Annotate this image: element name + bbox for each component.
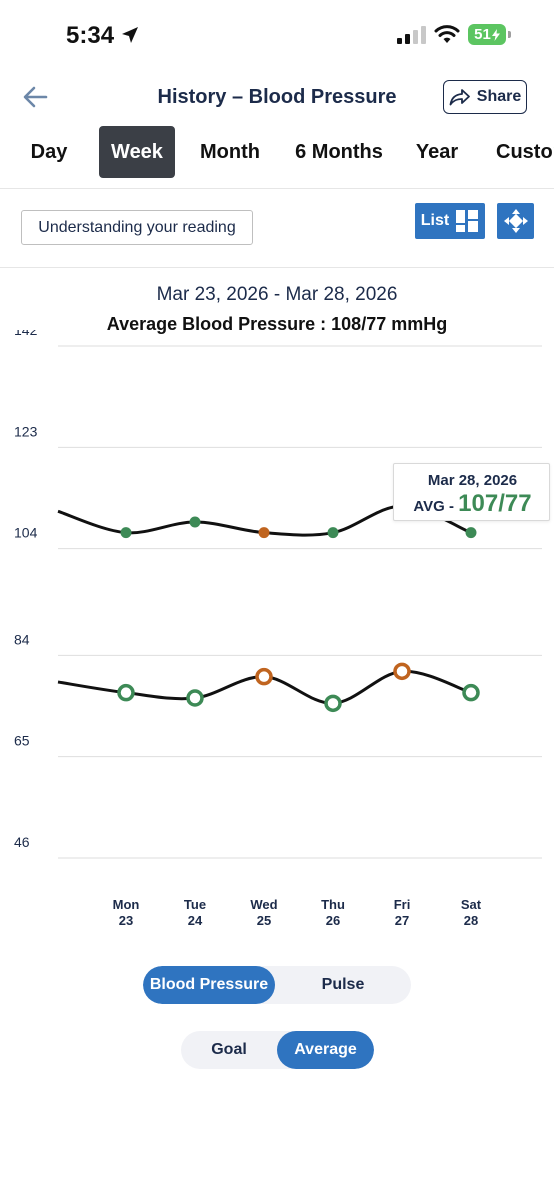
battery-icon: 51 bbox=[468, 24, 511, 45]
data-point bbox=[462, 683, 480, 702]
data-point bbox=[189, 516, 201, 528]
share-label: Share bbox=[476, 88, 522, 105]
y-tick-label: 65 bbox=[14, 733, 30, 749]
tab-month[interactable]: Month bbox=[193, 126, 267, 178]
wifi-icon bbox=[434, 25, 460, 43]
fullscreen-move-button[interactable] bbox=[497, 203, 534, 239]
tab-year[interactable]: Year bbox=[408, 126, 466, 178]
charging-bolt-icon bbox=[491, 28, 500, 41]
data-point bbox=[258, 527, 270, 539]
back-button[interactable] bbox=[22, 84, 52, 112]
list-view-button[interactable]: List bbox=[415, 203, 485, 239]
x-tick-day: Sat bbox=[461, 897, 482, 912]
understanding-reading-button[interactable]: Understanding your reading bbox=[21, 210, 253, 245]
x-tick-day: Thu bbox=[321, 897, 345, 912]
status-time: 5:34 bbox=[66, 22, 139, 50]
tab-month-label: Month bbox=[200, 140, 260, 163]
move-arrows-icon bbox=[503, 209, 528, 233]
x-tick-day: Fri bbox=[394, 897, 411, 912]
tooltip-value: 107/77 bbox=[458, 490, 532, 517]
share-icon bbox=[449, 89, 470, 106]
battery-level: 51 bbox=[474, 26, 491, 43]
blood-pressure-toggle-label: Blood Pressure bbox=[149, 976, 269, 993]
tab-week-label: Week bbox=[111, 140, 163, 163]
y-tick-label: 84 bbox=[14, 631, 30, 647]
tooltip-label: AVG - bbox=[413, 498, 459, 515]
tooltip-row: AVG - 107/77 bbox=[394, 490, 551, 518]
x-tick-date: 26 bbox=[326, 913, 340, 928]
data-point bbox=[255, 667, 273, 686]
mode-toggle: Goal Average bbox=[181, 1031, 374, 1069]
back-arrow-icon bbox=[23, 86, 48, 108]
page-title: History – Blood Pressure bbox=[157, 86, 397, 108]
date-range: Mar 23, 2026 - Mar 28, 2026 bbox=[156, 284, 398, 305]
tab-custom-label: Custom bbox=[496, 140, 554, 163]
x-tick-date: 27 bbox=[395, 913, 409, 928]
average-blood-pressure: Average Blood Pressure : 108/77 mmHg bbox=[106, 314, 448, 334]
status-time-text: 5:34 bbox=[66, 22, 115, 49]
data-point bbox=[465, 527, 477, 539]
x-tick-day: Tue bbox=[184, 897, 206, 912]
goal-toggle[interactable]: Goal bbox=[181, 1031, 277, 1069]
grid-layout-icon bbox=[456, 210, 479, 232]
tab-6-months[interactable]: 6 Months bbox=[288, 126, 390, 178]
status-indicators: 51 bbox=[397, 24, 511, 45]
x-tick-date: 24 bbox=[188, 913, 203, 928]
data-point bbox=[117, 683, 135, 702]
location-arrow-icon bbox=[121, 27, 138, 43]
x-tick-day: Wed bbox=[250, 897, 277, 912]
tab-day-label: Day bbox=[30, 140, 68, 163]
reading-tooltip: Mar 28, 2026 AVG - 107/77 bbox=[393, 463, 550, 521]
data-point bbox=[120, 527, 132, 539]
goal-toggle-label: Goal bbox=[211, 1041, 247, 1058]
tab-week[interactable]: Week bbox=[99, 126, 175, 178]
pulse-toggle[interactable]: Pulse bbox=[275, 966, 411, 1004]
understanding-reading-label: Understanding your reading bbox=[38, 218, 236, 236]
cellular-signal-icon bbox=[397, 25, 426, 44]
share-button[interactable]: Share bbox=[443, 80, 527, 114]
x-tick-date: 25 bbox=[257, 913, 271, 928]
data-point bbox=[324, 694, 342, 713]
x-tick-day: Mon bbox=[113, 897, 140, 912]
average-toggle-label: Average bbox=[294, 1041, 357, 1058]
list-view-label: List bbox=[420, 212, 450, 229]
x-tick-date: 28 bbox=[464, 913, 478, 928]
tab-day[interactable]: Day bbox=[18, 126, 80, 178]
data-point bbox=[327, 527, 339, 539]
tabs-divider bbox=[0, 188, 554, 189]
x-tick-date: 23 bbox=[119, 913, 133, 928]
tab-6-months-label: 6 Months bbox=[295, 140, 383, 163]
pulse-toggle-label: Pulse bbox=[321, 976, 365, 993]
data-point bbox=[186, 689, 204, 707]
tab-year-label: Year bbox=[415, 140, 459, 163]
data-point bbox=[393, 662, 411, 681]
period-tabs: Day Week Month 6 Months Year Custom bbox=[0, 126, 554, 178]
tooltip-date: Mar 28, 2026 bbox=[427, 472, 518, 489]
toolbar-divider bbox=[0, 267, 554, 268]
average-toggle[interactable]: Average bbox=[277, 1031, 374, 1069]
blood-pressure-toggle[interactable]: Blood Pressure bbox=[143, 966, 275, 1004]
y-tick-label: 46 bbox=[14, 834, 30, 850]
tab-custom[interactable]: Custom bbox=[488, 126, 554, 178]
y-tick-label: 104 bbox=[14, 525, 38, 541]
metric-toggle: Blood Pressure Pulse bbox=[143, 966, 411, 1004]
y-tick-label: 123 bbox=[14, 423, 38, 439]
y-tick-label: 142 bbox=[14, 330, 38, 338]
